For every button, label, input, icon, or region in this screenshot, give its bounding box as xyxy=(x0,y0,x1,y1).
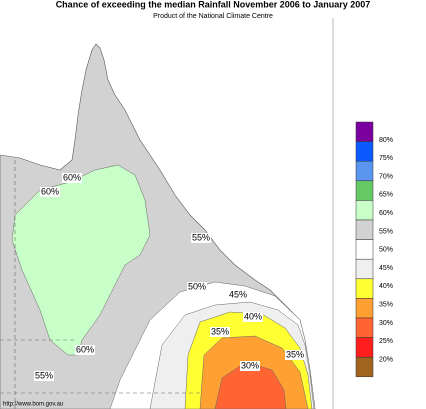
contour-label: 60% xyxy=(41,186,59,196)
label-bg xyxy=(34,371,54,381)
label-bg xyxy=(40,187,60,197)
contour-label: 30% xyxy=(241,360,259,370)
contour-label: 35% xyxy=(211,326,229,336)
contour-label: 45% xyxy=(229,289,247,299)
legend-label: 50% xyxy=(379,247,393,254)
label-bg xyxy=(191,233,211,243)
label-bg xyxy=(210,327,230,337)
legend-swatch xyxy=(355,278,374,299)
legend-swatch xyxy=(355,219,374,240)
subtitle: Product of the National Climate Centre xyxy=(153,13,273,20)
legend-swatch xyxy=(355,239,374,260)
legend-swatch xyxy=(355,160,374,182)
legend-swatch xyxy=(355,180,374,201)
region-30 xyxy=(214,361,287,409)
legend-label: 25% xyxy=(379,338,393,345)
source-url: http://www.bom.gov.au xyxy=(3,402,63,408)
contour-label: 60% xyxy=(76,344,94,354)
legend-swatch xyxy=(355,356,374,378)
legend-label: 65% xyxy=(379,192,393,199)
legend-label: 45% xyxy=(379,265,393,272)
contour-label: 55% xyxy=(35,370,53,380)
legend-swatch xyxy=(355,317,374,338)
legend-label: 40% xyxy=(379,283,393,290)
map xyxy=(0,18,334,409)
legend-label: 60% xyxy=(379,210,393,217)
contour-label: 50% xyxy=(188,281,206,291)
legend: 80% 75% 70% 65% 60% 55% 50% 45% 40% 35% 30% 25% 20% xyxy=(355,121,393,378)
legend-label: 80% xyxy=(379,137,393,144)
region-60 xyxy=(11,164,151,356)
contour-label: 60% xyxy=(63,172,81,182)
legend-label: 20% xyxy=(379,356,393,363)
legend-swatch xyxy=(355,200,374,221)
legend-swatch xyxy=(355,298,374,319)
contour-label: 55% xyxy=(192,232,210,242)
legend-label: 55% xyxy=(379,228,393,235)
label-bg xyxy=(62,173,82,183)
legend-swatch xyxy=(355,121,374,142)
label-bg xyxy=(240,361,260,371)
label-bg xyxy=(75,345,95,355)
legend-label: 30% xyxy=(379,320,393,327)
legend-label: 35% xyxy=(379,302,393,309)
legend-swatch xyxy=(355,337,374,358)
label-bg xyxy=(228,290,248,300)
legend-label: 75% xyxy=(379,155,393,162)
label-bg xyxy=(243,312,263,322)
legend-swatch xyxy=(355,141,374,162)
label-bg xyxy=(187,282,207,292)
label-bg xyxy=(285,350,305,360)
contour-label: 40% xyxy=(244,311,262,321)
legend-swatch xyxy=(355,258,374,280)
legend-label: 70% xyxy=(379,173,393,180)
title: Chance of exceeding the median Rainfall … xyxy=(56,0,371,9)
contour-label: 35% xyxy=(286,349,304,359)
contour-labels: 60% 60% 55% 50% 45% 40% 35% 35% 30% 60% 55% xyxy=(34,172,305,381)
